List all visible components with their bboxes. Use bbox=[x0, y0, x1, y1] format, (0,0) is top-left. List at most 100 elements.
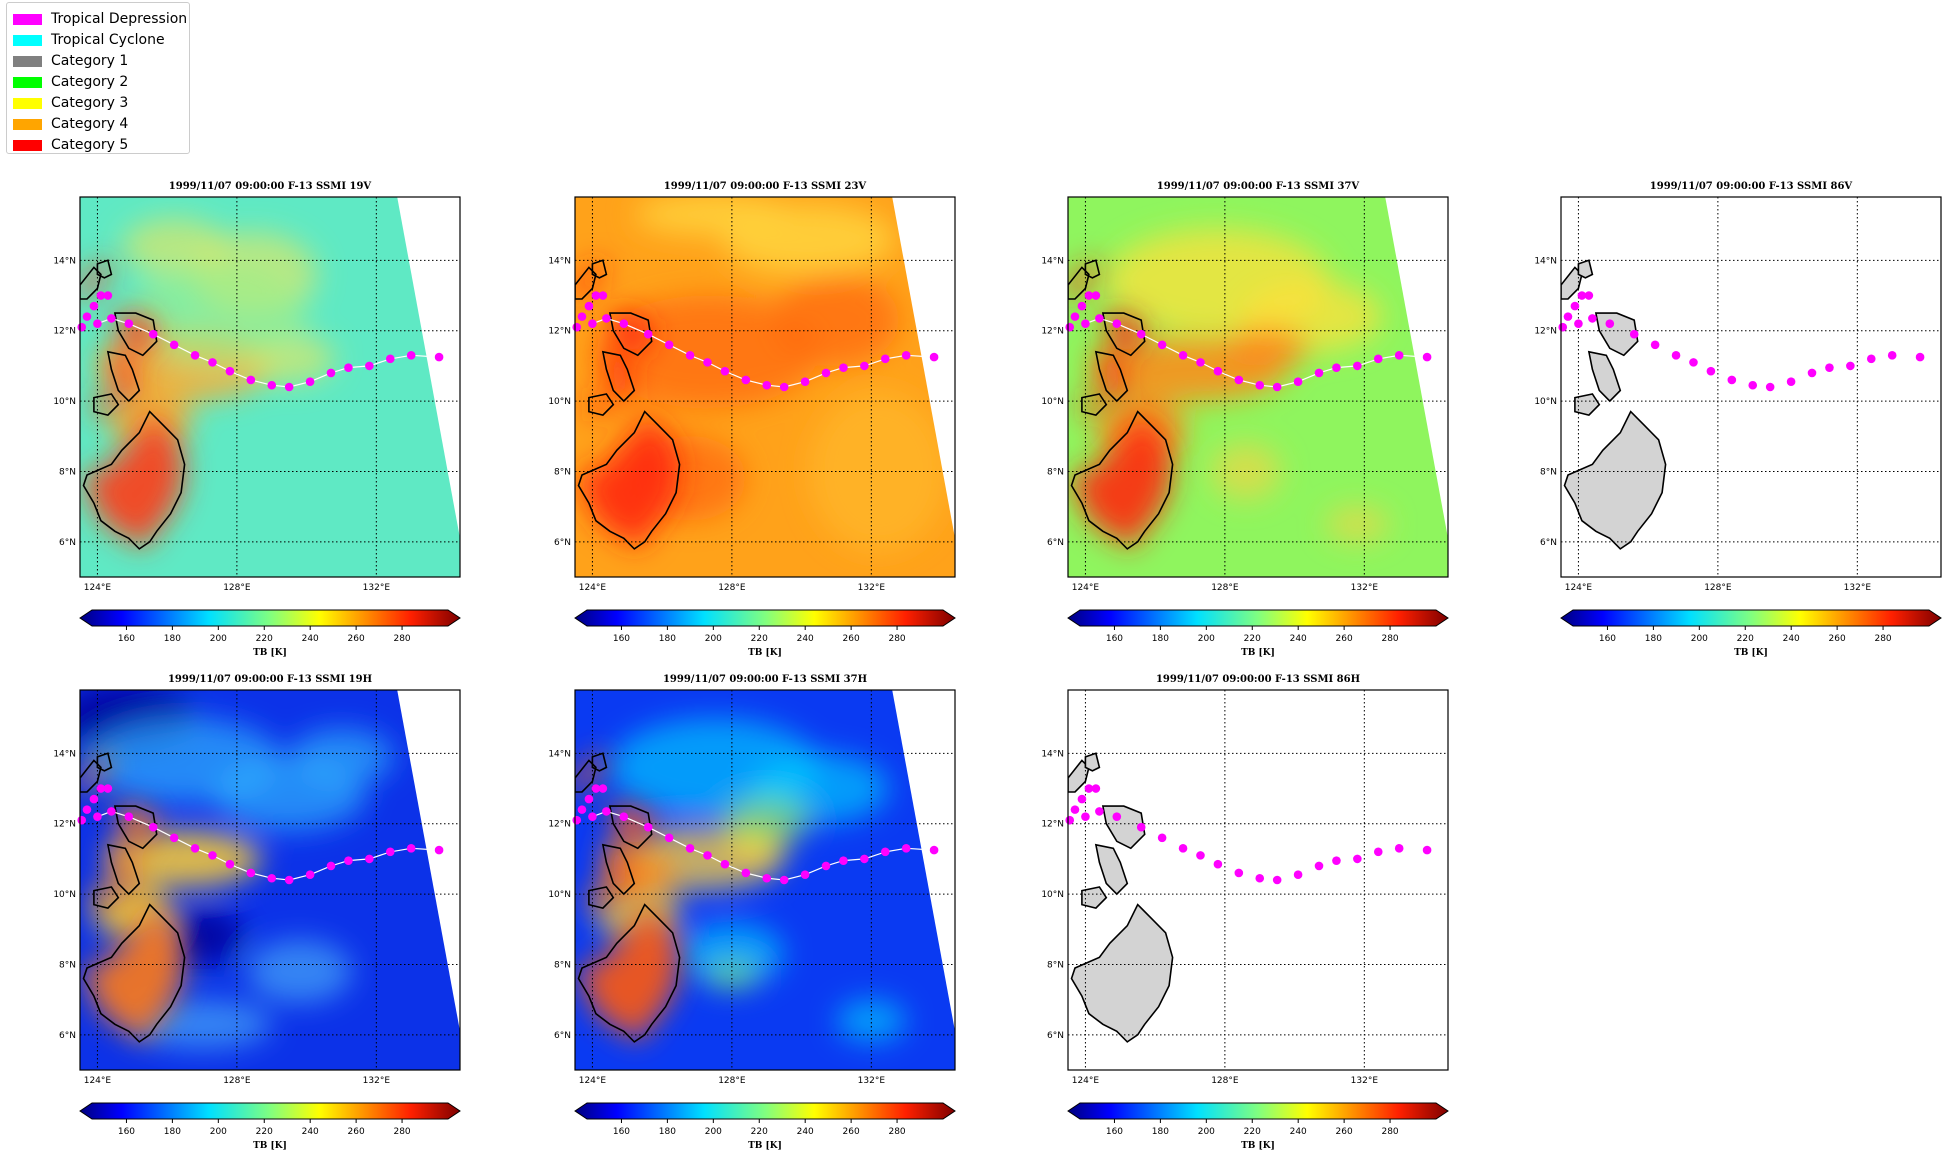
map-frame bbox=[79, 196, 461, 578]
track-point bbox=[77, 322, 87, 332]
map-panel: 1999/11/07 09:00:00 F-13 SSMI 37H 14°N 12°… bbox=[548, 674, 956, 1151]
legend-entry: Tropical Depression bbox=[13, 9, 187, 29]
legend-swatch bbox=[13, 34, 42, 46]
colorbar-tick-label: 280 bbox=[1381, 1127, 1398, 1137]
track-point bbox=[577, 805, 587, 814]
colorbar-tick-label: 180 bbox=[659, 1127, 676, 1137]
track-point bbox=[93, 319, 102, 328]
track-point bbox=[434, 352, 444, 362]
legend-entry: Category 5 bbox=[13, 135, 128, 155]
lat-tick-label: 14°N bbox=[548, 749, 571, 759]
coastline bbox=[1070, 410, 1174, 550]
swath-edge bbox=[397, 690, 460, 1032]
colorbar-scale bbox=[1067, 1102, 1449, 1120]
track-point bbox=[598, 784, 608, 793]
colorbar-tick-label: 220 bbox=[751, 1127, 768, 1137]
lat-tick-label: 8°N bbox=[1540, 467, 1557, 477]
colorbar-tick-label: 160 bbox=[118, 634, 135, 644]
track-point bbox=[103, 784, 113, 793]
track-point bbox=[1084, 291, 1094, 300]
coastline bbox=[591, 752, 608, 772]
track-point bbox=[385, 847, 395, 857]
colorbar: 160 180 200 220 240 260 280 TB [K] bbox=[1560, 609, 1942, 658]
panel-title: 1999/11/07 09:00:00 F-13 SSMI 37H bbox=[663, 674, 867, 685]
colorbar-scale bbox=[574, 1102, 956, 1120]
swath-edge bbox=[397, 197, 460, 539]
colorbar-tick-label: 200 bbox=[1691, 634, 1708, 644]
lat-tick-label: 6°N bbox=[554, 1031, 571, 1041]
lat-tick-label: 14°N bbox=[1041, 256, 1064, 266]
track-point bbox=[880, 354, 890, 364]
track-point bbox=[385, 354, 395, 364]
coastline bbox=[80, 266, 102, 300]
map-frame bbox=[574, 689, 956, 1071]
track-point bbox=[584, 301, 594, 311]
panel-title: 1999/11/07 09:00:00 F-13 SSMI 23V bbox=[664, 181, 867, 192]
map-frame bbox=[79, 689, 461, 1071]
coastline bbox=[106, 843, 141, 896]
colorbar-tick-label: 240 bbox=[1290, 1127, 1307, 1137]
track-point bbox=[643, 822, 653, 832]
track-point bbox=[779, 875, 789, 885]
legend-label: Tropical Cyclone bbox=[51, 32, 165, 48]
track-point bbox=[1112, 319, 1122, 328]
track-point bbox=[1846, 361, 1855, 371]
lon-tick-label: 132°E bbox=[1351, 1076, 1379, 1086]
track-point bbox=[148, 822, 158, 832]
track-point bbox=[434, 845, 444, 855]
track-point bbox=[190, 351, 200, 360]
track-point bbox=[1915, 352, 1925, 362]
track-point bbox=[267, 873, 277, 883]
lat-tick-label: 8°N bbox=[554, 960, 571, 970]
lon-tick-label: 124°E bbox=[579, 1076, 607, 1086]
track-point bbox=[1077, 301, 1087, 311]
colorbar-tick-label: 220 bbox=[1737, 634, 1754, 644]
track-point bbox=[741, 868, 751, 878]
lon-tick-label: 128°E bbox=[223, 1076, 251, 1086]
map-panel: 1999/11/07 09:00:00 F-13 SSMI 37V 14°N 12°… bbox=[1041, 181, 1449, 658]
lat-tick-label: 14°N bbox=[1534, 256, 1557, 266]
track-point bbox=[839, 856, 848, 865]
track-point bbox=[839, 363, 848, 372]
colorbar-tick-label: 260 bbox=[1829, 634, 1846, 644]
track-point bbox=[1353, 361, 1362, 371]
track-point bbox=[190, 844, 200, 853]
coastline bbox=[96, 752, 113, 772]
track-point bbox=[901, 844, 911, 853]
track-point bbox=[685, 844, 695, 853]
coastline bbox=[577, 410, 681, 550]
lat-tick-label: 12°N bbox=[1041, 327, 1064, 337]
colorbar: 160 180 200 220 240 260 280 TB [K] bbox=[1067, 609, 1449, 658]
lon-tick-label: 128°E bbox=[223, 583, 251, 593]
track-point bbox=[1605, 319, 1615, 328]
colorbar-label: TB [K] bbox=[748, 1141, 782, 1151]
legend-label: Category 4 bbox=[51, 116, 129, 132]
colorbar-scale bbox=[79, 609, 461, 627]
track-point bbox=[1234, 375, 1244, 385]
track-point bbox=[1577, 291, 1587, 300]
track-point bbox=[89, 301, 99, 311]
coastline bbox=[80, 759, 102, 793]
track-point bbox=[1373, 354, 1383, 364]
lat-tick-label: 6°N bbox=[59, 1031, 76, 1041]
lon-tick-label: 128°E bbox=[1211, 1076, 1239, 1086]
colorbar-scale bbox=[1560, 609, 1942, 627]
track-point bbox=[305, 870, 315, 880]
track-point bbox=[685, 351, 695, 360]
track-point bbox=[1332, 856, 1341, 865]
colorbar-label: TB [K] bbox=[253, 1141, 287, 1151]
colorbar-tick-label: 160 bbox=[118, 1127, 135, 1137]
track-point bbox=[1563, 312, 1573, 321]
colorbar-tick-label: 280 bbox=[1381, 634, 1398, 644]
colorbar-tick-label: 180 bbox=[1152, 1127, 1169, 1137]
colorbar-tick-label: 260 bbox=[348, 1127, 365, 1137]
colorbar-tick-label: 280 bbox=[393, 1127, 410, 1137]
track-point bbox=[1065, 322, 1075, 332]
coastline bbox=[608, 805, 653, 850]
coastline bbox=[601, 350, 636, 403]
coastline bbox=[1101, 312, 1146, 357]
panel-title: 1999/11/07 09:00:00 F-13 SSMI 19H bbox=[168, 674, 372, 685]
track-point bbox=[284, 382, 294, 392]
colorbar-tick-label: 220 bbox=[1244, 634, 1261, 644]
colorbar-tick-label: 220 bbox=[256, 1127, 273, 1137]
